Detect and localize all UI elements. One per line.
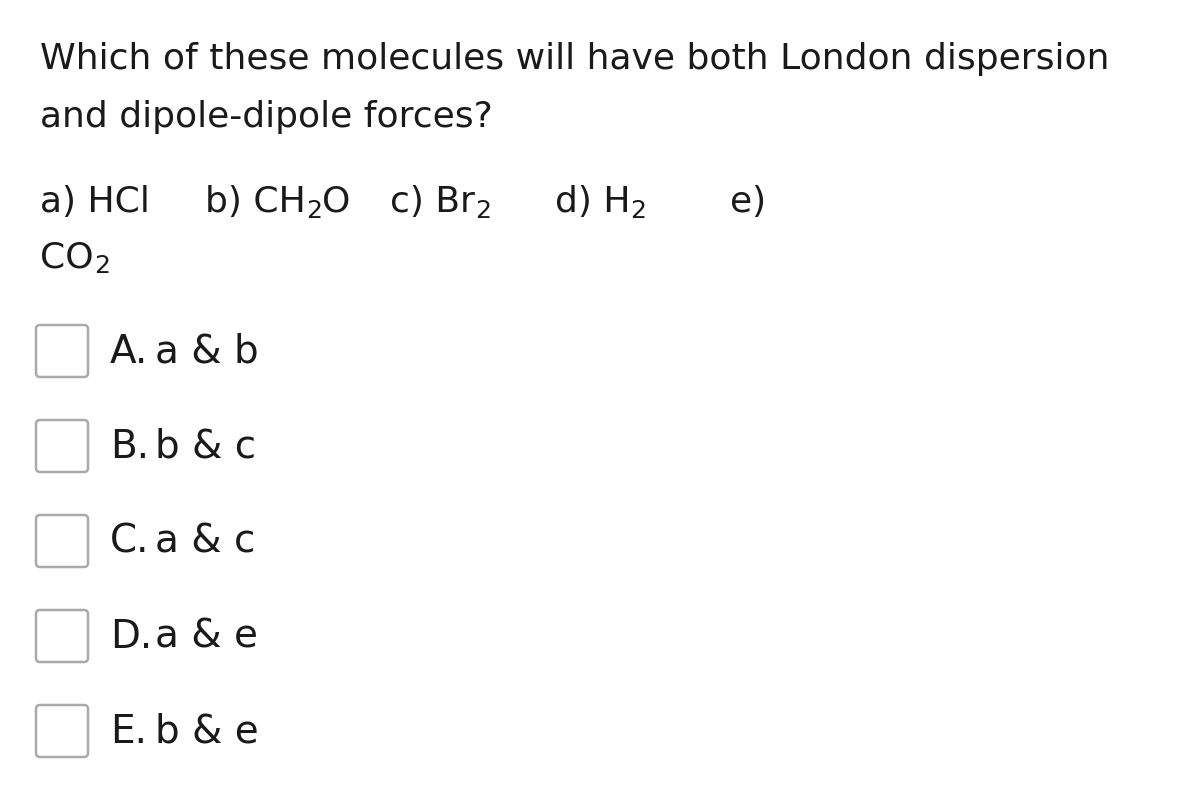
Text: Which of these molecules will have both London dispersion: Which of these molecules will have both … bbox=[40, 42, 1110, 76]
FancyBboxPatch shape bbox=[36, 325, 88, 378]
Text: e): e) bbox=[730, 185, 766, 219]
FancyBboxPatch shape bbox=[36, 515, 88, 568]
Text: b) CH: b) CH bbox=[205, 185, 306, 219]
Text: c) Br: c) Br bbox=[390, 185, 475, 219]
Text: 2: 2 bbox=[630, 199, 647, 223]
Text: a & b: a & b bbox=[155, 333, 259, 371]
Text: 2: 2 bbox=[306, 199, 322, 223]
Text: b & c: b & c bbox=[155, 427, 256, 466]
Text: a & c: a & c bbox=[155, 522, 256, 560]
Text: A.: A. bbox=[110, 333, 149, 371]
Text: d) H: d) H bbox=[554, 185, 630, 219]
Text: C.: C. bbox=[110, 522, 150, 560]
Text: b & e: b & e bbox=[155, 712, 259, 750]
Text: a & e: a & e bbox=[155, 617, 258, 655]
Text: D.: D. bbox=[110, 617, 152, 655]
Text: CO: CO bbox=[40, 240, 94, 273]
Text: O: O bbox=[322, 185, 350, 219]
FancyBboxPatch shape bbox=[36, 420, 88, 473]
Text: E.: E. bbox=[110, 712, 148, 750]
Text: 2: 2 bbox=[94, 254, 109, 278]
Text: 2: 2 bbox=[475, 199, 491, 223]
FancyBboxPatch shape bbox=[36, 705, 88, 757]
FancyBboxPatch shape bbox=[36, 610, 88, 663]
Text: a) HCl: a) HCl bbox=[40, 185, 150, 219]
Text: B.: B. bbox=[110, 427, 149, 466]
Text: and dipole-dipole forces?: and dipole-dipole forces? bbox=[40, 100, 493, 134]
